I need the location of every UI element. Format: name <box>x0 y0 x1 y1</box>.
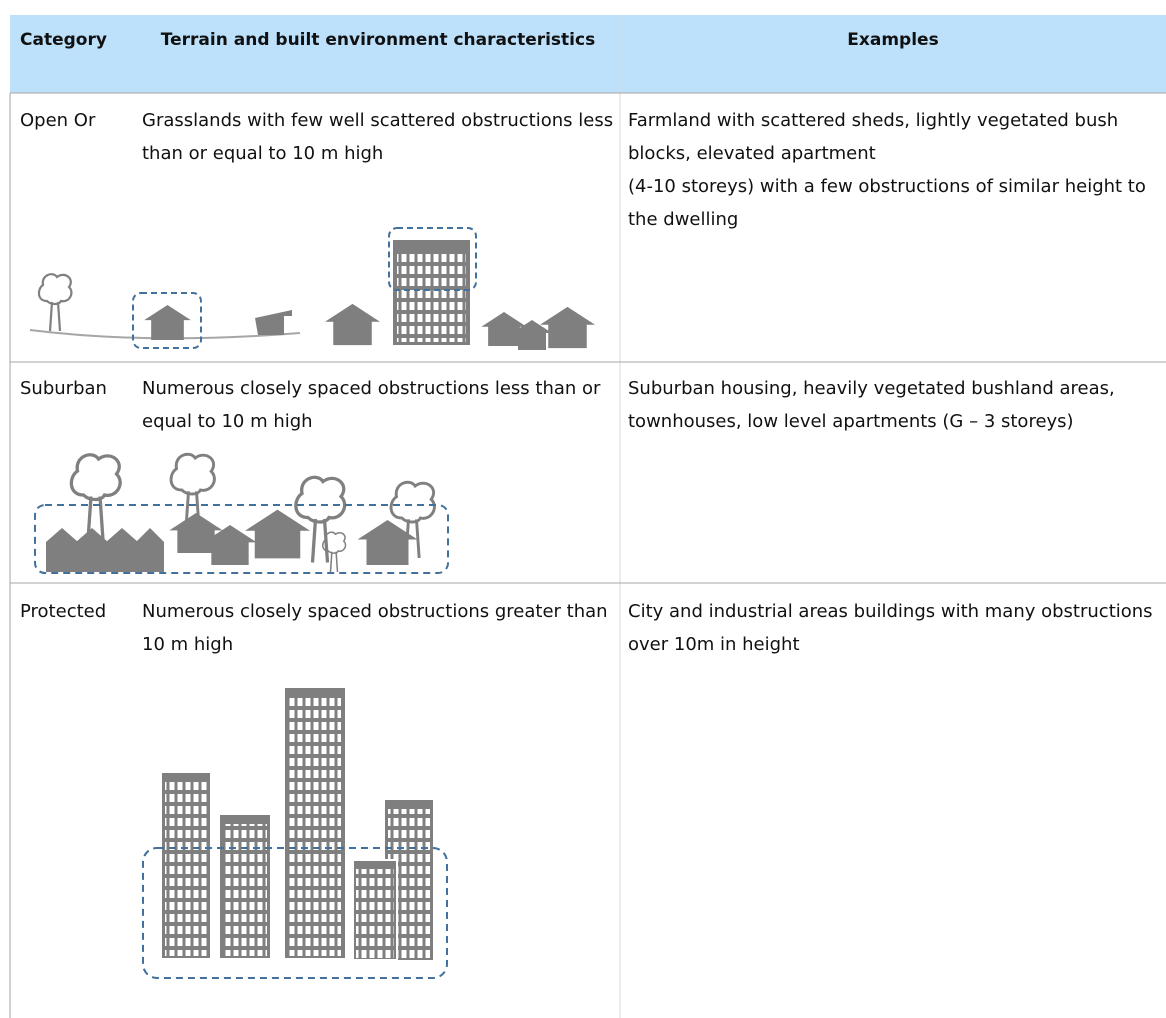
open-illustration <box>29 227 595 350</box>
header-background <box>10 15 1166 93</box>
category-cell: Protected <box>20 601 107 622</box>
suburban-illustration <box>34 452 449 574</box>
header-cell: Category <box>20 30 107 50</box>
category-cell: Open Or <box>20 110 96 131</box>
examples-cell: Farmland with scattered sheds, lightly v… <box>628 110 1146 230</box>
grid-lines <box>9 15 1166 1018</box>
protected-illustration <box>142 688 448 979</box>
description-cell: Grasslands with few well scattered obstr… <box>142 110 619 164</box>
description-cell: Numerous closely spaced obstructions les… <box>142 378 607 432</box>
category-cell: Suburban <box>20 378 107 399</box>
description-cell: Numerous closely spaced obstructions gre… <box>142 601 614 655</box>
header-cell: Examples <box>847 30 939 50</box>
header-cell: Terrain and built environment characteri… <box>160 30 596 50</box>
examples-cell: Suburban housing, heavily vegetated bush… <box>628 378 1121 432</box>
examples-cell: City and industrial areas buildings with… <box>628 601 1159 655</box>
